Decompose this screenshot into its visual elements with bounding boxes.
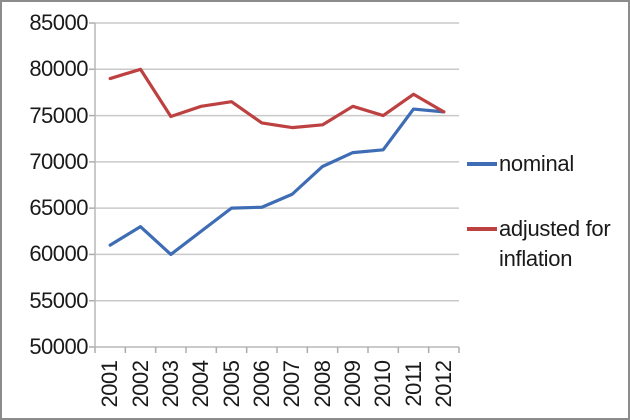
- y-axis-label: 70000: [29, 148, 88, 174]
- x-axis-label: 2009: [339, 360, 365, 408]
- series-line-adjusted-for-inflation: [108, 67, 446, 130]
- y-axis-label: 50000: [29, 334, 88, 359]
- x-axis-label: 2004: [188, 360, 214, 408]
- chart-plot-area: [89, 22, 460, 353]
- y-axis-label: 75000: [29, 102, 88, 128]
- y-axis-label: 65000: [29, 195, 88, 221]
- legend-label-adjusted-for-inflation: adjusted for inflation: [499, 216, 611, 271]
- x-axis-label: 2003: [157, 360, 183, 408]
- x-axis-label: 2008: [309, 360, 335, 408]
- legend-entry-adjusted-for-inflation: adjusted for inflation: [467, 214, 628, 274]
- adjusted-line-swatch-icon: [467, 227, 497, 231]
- x-axis-label: 2011: [400, 361, 426, 407]
- x-axis-label: 2002: [127, 360, 153, 408]
- y-axis-label: 85000: [29, 10, 88, 35]
- y-axis-label: 60000: [29, 241, 88, 267]
- nominal-line-swatch-icon: [467, 162, 497, 166]
- x-axis-label: 2005: [218, 360, 244, 408]
- x-axis-label: 2007: [279, 360, 305, 408]
- legend-label-nominal: nominal: [499, 151, 574, 176]
- y-axis-label: 80000: [29, 56, 88, 82]
- x-axis-label: 2001: [97, 360, 123, 408]
- x-axis-label: 2012: [430, 360, 456, 408]
- x-axis-label: 2010: [370, 360, 396, 408]
- series-line-nominal: [108, 107, 446, 257]
- y-axis-label: 55000: [29, 287, 88, 313]
- legend-entry-nominal: nominal: [467, 153, 574, 175]
- x-axis-label: 2006: [248, 360, 274, 408]
